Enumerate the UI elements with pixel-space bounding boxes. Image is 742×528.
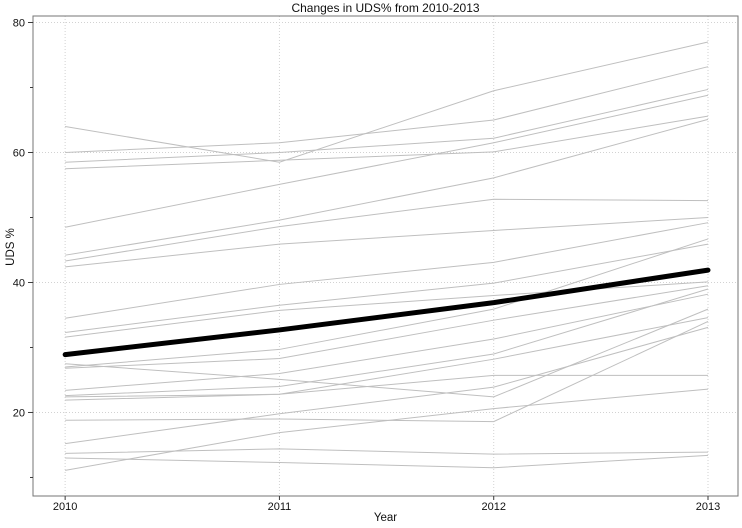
x-axis-label: Year xyxy=(373,512,398,524)
trend-line-case-08 xyxy=(65,216,709,268)
x-tick-label: 2010 xyxy=(53,501,77,513)
trend-line-case-06 xyxy=(65,118,709,256)
trend-line-case-09 xyxy=(65,222,709,319)
trend-line-case-07 xyxy=(65,198,709,262)
trend-line-case-16 xyxy=(65,317,709,401)
individual-trend-lines xyxy=(65,41,709,471)
mean-trend-line xyxy=(62,267,711,358)
trend-line-case-21 xyxy=(65,374,708,398)
trend-line-case-20 xyxy=(65,388,709,471)
gridlines xyxy=(33,16,738,496)
trend-line-case-13 xyxy=(65,285,709,369)
x-tick-label: 2012 xyxy=(481,501,505,513)
plot-border xyxy=(32,15,739,497)
trend-line-case-12 xyxy=(65,238,709,368)
trend-line-case-05 xyxy=(65,94,709,228)
chart-title: Changes in UDS% from 2010-2013 xyxy=(291,1,480,15)
trend-line-case-03 xyxy=(65,88,709,163)
y-tick-label: 80 xyxy=(13,17,25,29)
trend-line-case-22 xyxy=(65,448,709,455)
y-tick-label: 60 xyxy=(13,147,25,159)
trend-line-case-14 xyxy=(65,293,709,391)
trend-line-case-23 xyxy=(65,454,709,469)
trend-line-case-17 xyxy=(65,308,709,398)
x-tick-label: 2011 xyxy=(268,501,292,513)
x-tick-labels: 2010 2011 2012 2013 xyxy=(53,501,720,513)
y-axis-label: UDS % xyxy=(5,228,17,266)
trend-line-case-19 xyxy=(65,326,709,445)
trend-line-case-10 xyxy=(65,243,709,334)
axis-ticks xyxy=(28,21,709,500)
trend-line-case-04 xyxy=(65,115,709,170)
trend-line-case-02 xyxy=(65,66,709,153)
y-tick-label: 40 xyxy=(13,277,25,289)
y-tick-label: 20 xyxy=(13,407,25,419)
trend-line-case-15 xyxy=(65,288,709,397)
trend-line-case-01 xyxy=(65,41,709,163)
x-tick-label: 2013 xyxy=(696,501,720,513)
y-tick-labels: 20 40 60 80 xyxy=(13,17,25,419)
